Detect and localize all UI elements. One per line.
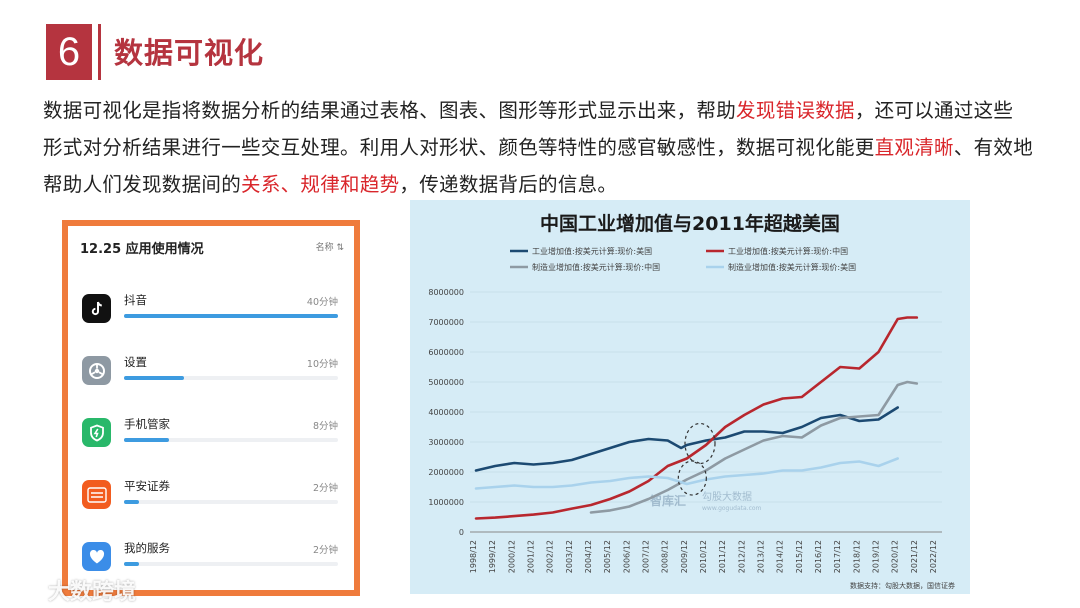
settings-icon [82, 356, 111, 385]
legend-label: 制造业增加值:按美元计算:现价:美国 [728, 262, 856, 272]
x-tick-label: 2006/12 [622, 540, 631, 573]
app-row-settings[interactable]: 设置 10分钟 [82, 352, 342, 406]
sort-by-name-button[interactable]: 名称 ⇅ [315, 243, 344, 253]
usage-bar-fill [124, 314, 338, 318]
x-tick-label: 2019/12 [872, 540, 881, 573]
highlight-relations-trends: 关系、规律和趋势 [241, 173, 400, 196]
usage-bar-fill [124, 376, 184, 380]
x-tick-label: 2010/12 [699, 540, 708, 573]
series-line [474, 406, 900, 472]
usage-bar-track [124, 500, 338, 504]
x-tick-label: 2007/12 [642, 540, 651, 573]
x-tick-label: 2018/12 [852, 540, 861, 573]
y-tick-label: 0 [459, 528, 464, 537]
x-tick-label: 2002/12 [546, 540, 555, 573]
chart-watermark: 勾股大数据 [702, 490, 752, 503]
x-tick-label: 2016/12 [814, 540, 823, 573]
x-tick-label: 2012/12 [737, 540, 746, 573]
section-title: 数据可视化 [114, 36, 265, 70]
watermark: 大数跨境 [8, 574, 136, 606]
x-tick-label: 2009/12 [680, 540, 689, 573]
x-tick-label: 2003/12 [565, 540, 574, 573]
app-row-pingan-securities[interactable]: 平安证券 2分钟 [82, 476, 342, 530]
chart-title: 中国工业增加值与2011年超越美国 [540, 212, 840, 235]
x-tick-label: 2020/12 [891, 540, 900, 573]
y-tick-label: 2000000 [428, 468, 464, 477]
y-tick-label: 4000000 [428, 408, 464, 417]
app-usage-time: 8分钟 [312, 421, 338, 432]
app-name: 平安证券 [124, 479, 170, 493]
intro-paragraph: 数据可视化是指将数据分析的结果通过表格、图表、图形等形式显示出来，帮助发现错误数… [43, 92, 1033, 203]
highlight-find-errors: 发现错误数据 [736, 99, 855, 122]
legend-label: 工业增加值:按美元计算:现价:美国 [532, 246, 652, 256]
paragraph-text: ，还可以通过这些形式对分析结果进行一些交互处理。利用人对形状、颜色等特性的感官敏… [43, 99, 1014, 159]
y-tick-label: 5000000 [428, 378, 464, 387]
tiktok-icon [82, 294, 111, 323]
x-tick-label: 2017/12 [833, 540, 842, 573]
phone-manager-icon [82, 418, 111, 447]
x-tick-label: 2004/12 [584, 540, 593, 573]
paragraph-text: ，传递数据背后的信息。 [399, 173, 618, 196]
chart-watermark: 智库汇 [649, 493, 686, 508]
x-tick-label: 1999/12 [488, 540, 497, 573]
watermark-logo-icon [10, 584, 42, 602]
app-usage-time: 2分钟 [312, 483, 338, 494]
x-tick-label: 2008/12 [661, 540, 670, 573]
x-tick-label: 2011/12 [718, 540, 727, 573]
usage-bar-fill [124, 438, 169, 442]
crossover-highlight [684, 422, 716, 465]
series-line [589, 380, 919, 514]
x-tick-label: 2022/12 [929, 540, 938, 573]
section-divider [98, 24, 101, 80]
paragraph-text: 数据可视化是指将数据分析的结果通过表格、图表、图形等形式显示出来，帮助 [43, 99, 737, 122]
pingan-securities-icon [82, 480, 111, 509]
usage-bar-track [124, 438, 338, 442]
app-usage-panel: 12.25 应用使用情况 名称 ⇅ 抖音 40分钟 设置 10分钟 手机管家 8… [62, 220, 360, 596]
app-name: 我的服务 [124, 541, 170, 555]
series-line [474, 457, 900, 490]
x-tick-label: 2013/12 [757, 540, 766, 573]
x-tick-label: 2021/12 [910, 540, 919, 573]
x-tick-label: 2001/12 [527, 540, 536, 573]
usage-bar-fill [124, 500, 139, 504]
usage-bar-track [124, 376, 338, 380]
chart-source: 数据支持：勾股大数据，国信证券 [850, 581, 955, 590]
x-tick-label: 2014/12 [776, 540, 785, 573]
x-tick-label: 1998/12 [469, 540, 478, 573]
app-name: 手机管家 [124, 417, 170, 431]
usage-panel-title: 12.25 应用使用情况 [80, 242, 204, 257]
usage-bar-track [124, 562, 338, 566]
app-usage-time: 10分钟 [306, 359, 338, 370]
section-number: 6 [46, 24, 92, 80]
legend-label: 工业增加值:按美元计算:现价:中国 [728, 246, 848, 256]
heart-icon [82, 542, 111, 571]
app-row-my-service[interactable]: 我的服务 2分钟 [82, 538, 342, 592]
legend-label: 制造业增加值:按美元计算:现价:中国 [532, 262, 660, 272]
y-tick-label: 1000000 [428, 498, 464, 507]
x-tick-label: 2005/12 [603, 540, 612, 573]
series-line [474, 316, 919, 520]
app-name: 抖音 [124, 293, 147, 307]
y-tick-label: 6000000 [428, 348, 464, 357]
y-tick-label: 8000000 [428, 288, 464, 297]
y-tick-label: 3000000 [428, 438, 464, 447]
usage-bar-track [124, 314, 338, 318]
app-usage-time: 2分钟 [312, 545, 338, 556]
industrial-value-chart: 中国工业增加值与2011年超越美国工业增加值:按美元计算:现价:美国 工业增加值:… [410, 200, 970, 594]
app-row-phone-manager[interactable]: 手机管家 8分钟 [82, 414, 342, 468]
highlight-clear: 直观清晰 [874, 136, 954, 159]
usage-bar-fill [124, 562, 139, 566]
x-tick-label: 2015/12 [795, 540, 804, 573]
y-tick-label: 7000000 [428, 318, 464, 327]
app-row-douyin[interactable]: 抖音 40分钟 [82, 290, 342, 344]
paragraph-text: 、有效地帮助人们发现数据间的 [43, 136, 1034, 196]
watermark-text: 大数跨境 [48, 580, 137, 605]
app-usage-time: 40分钟 [306, 297, 338, 308]
x-tick-label: 2000/12 [507, 540, 516, 573]
chart-watermark: www.gogudata.com [702, 505, 762, 512]
crossover-highlight [677, 460, 707, 496]
app-name: 设置 [124, 355, 147, 369]
